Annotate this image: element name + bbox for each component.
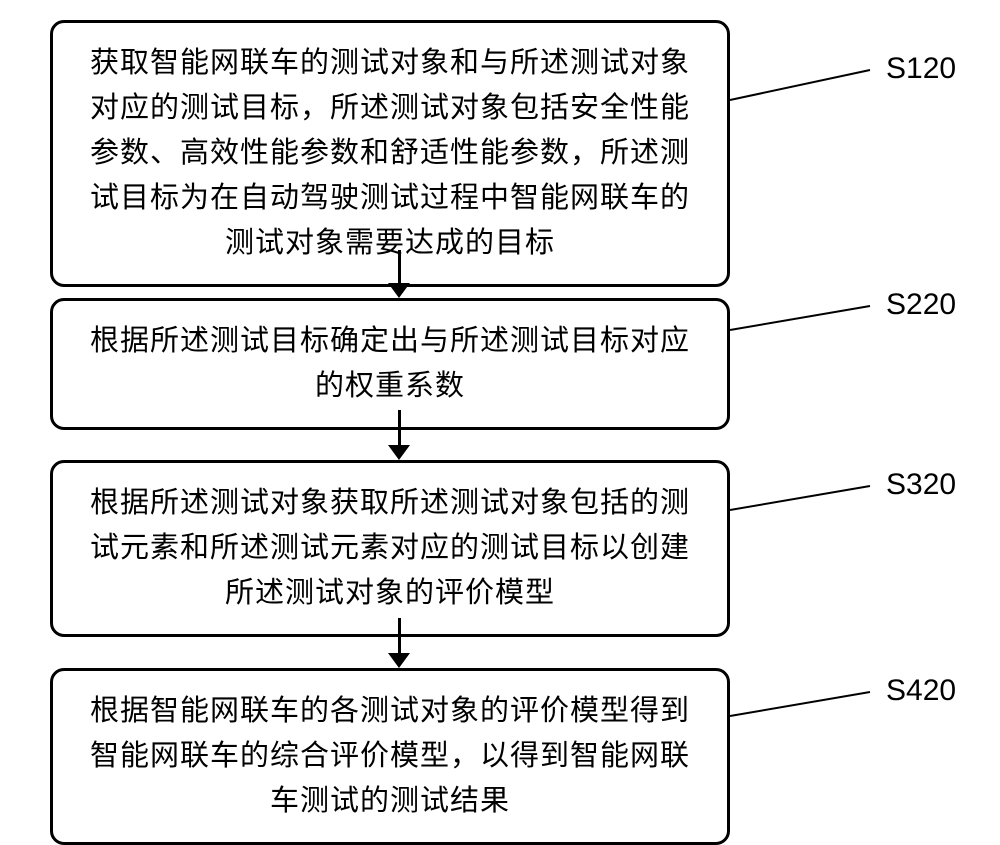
connector-s220-s320 [388, 410, 410, 460]
step-text-s420: 根据智能网联车的各测试对象的评价模型得到智能网联车的综合评价模型，以得到智能网联… [77, 689, 703, 824]
step-text-s220: 根据所述测试目标确定出与所述测试目标对应的权重系数 [77, 319, 703, 409]
step-box-s420: 根据智能网联车的各测试对象的评价模型得到智能网联车的综合评价模型，以得到智能网联… [50, 668, 730, 845]
step-label-s320: S320 [886, 468, 956, 502]
step-label-s420: S420 [886, 674, 956, 708]
step-text-s320: 根据所述测试对象获取所述测试对象包括的测试元素和所述测试元素对应的测试目标以创建… [77, 481, 703, 616]
step-box-s120: 获取智能网联车的测试对象和与所述测试对象对应的测试目标，所述测试对象包括安全性能… [50, 20, 730, 287]
connector-s120-s220 [388, 250, 410, 298]
step-box-s320: 根据所述测试对象获取所述测试对象包括的测试元素和所述测试元素对应的测试目标以创建… [50, 460, 730, 637]
step-label-s220: S220 [886, 288, 956, 322]
step-text-s120: 获取智能网联车的测试对象和与所述测试对象对应的测试目标，所述测试对象包括安全性能… [77, 41, 703, 266]
connector-s320-s420 [388, 618, 410, 668]
step-label-s120: S120 [886, 52, 956, 86]
